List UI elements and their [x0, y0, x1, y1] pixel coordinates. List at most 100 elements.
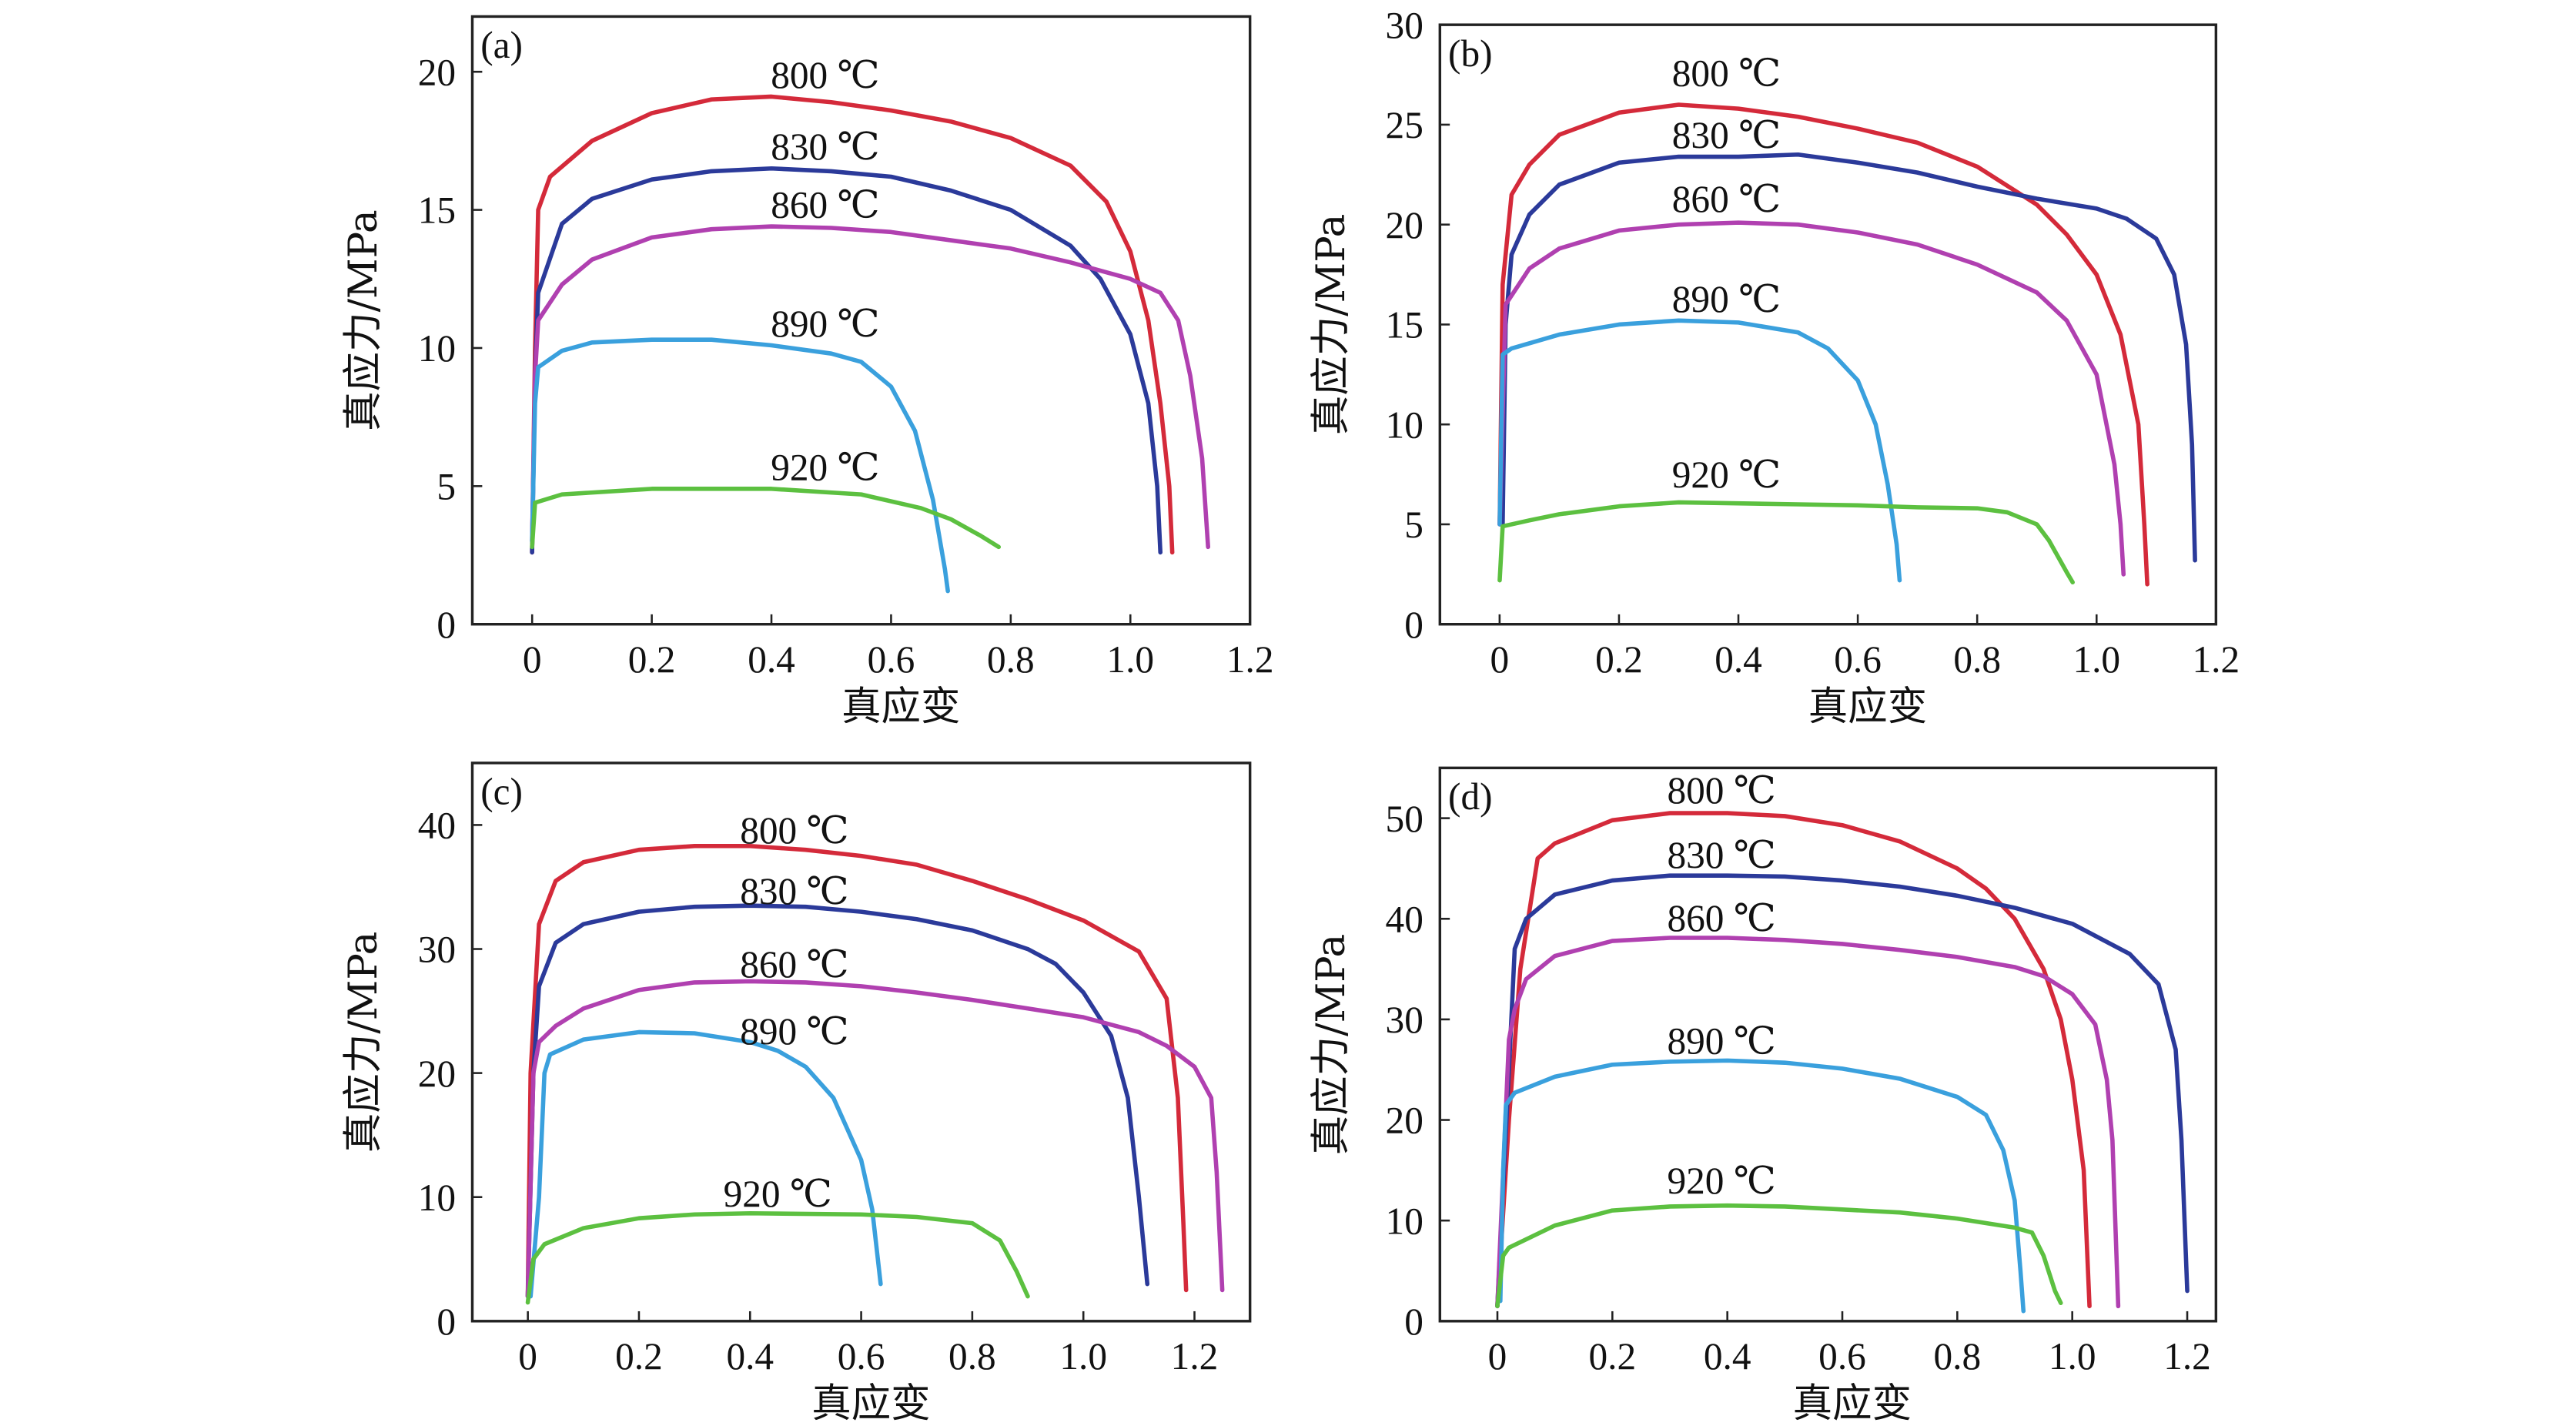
- plot-frame: [470, 762, 1252, 1323]
- x-tick-label: 1.0: [1106, 638, 1154, 681]
- series-label: 860 ℃: [1667, 897, 1775, 939]
- series-line-800: [1495, 811, 2092, 1309]
- y-tick-label: 30: [1386, 999, 1423, 1041]
- y-tick-label: 10: [418, 327, 456, 370]
- x-tick-label: 0.4: [748, 638, 795, 681]
- y-tick-label: 0: [437, 1300, 456, 1343]
- y-tick-label: 10: [1386, 1200, 1423, 1242]
- series-line-830: [1495, 873, 2190, 1309]
- y-tick-label: 15: [1386, 304, 1423, 346]
- series-line-920: [1495, 1203, 2063, 1309]
- series-line-860: [1495, 936, 2121, 1309]
- panel-label: (a): [480, 24, 523, 66]
- series-label: 800 ℃: [1667, 769, 1775, 812]
- x-tick-label: 1.2: [2163, 1335, 2211, 1377]
- plot-frame: [1438, 766, 2218, 1323]
- x-tick-label: 0.6: [1834, 638, 1882, 681]
- y-tick-label: 20: [1386, 204, 1423, 246]
- series-label: 890 ℃: [1672, 278, 1781, 320]
- series-line-800: [530, 94, 1175, 555]
- x-tick-label: 0.8: [987, 638, 1035, 681]
- y-axis-title: 真应力/MPa: [1308, 934, 1354, 1155]
- y-axis-title: 真应力/MPa: [340, 932, 386, 1153]
- x-axis-title: 真应变: [841, 684, 960, 730]
- series-label: 920 ℃: [771, 446, 879, 488]
- series-label: 920 ℃: [724, 1173, 832, 1215]
- x-tick-label: 0.6: [868, 638, 915, 681]
- x-tick-label: 0: [1488, 1335, 1507, 1377]
- x-tick-label: 0.2: [628, 638, 676, 681]
- x-tick-label: 0.4: [726, 1335, 774, 1377]
- chart-panel-a: 0 0.2 0.4 0.6 0.8 1.0 1.2 0 5 10 15 20 真应变 真应力/MPa (a)…: [340, 15, 1274, 730]
- x-tick-label: 0.8: [948, 1335, 996, 1377]
- series-label: 920 ℃: [1672, 454, 1781, 496]
- series-label: 890 ℃: [1667, 1019, 1775, 1062]
- x-axis-title: 真应变: [811, 1381, 930, 1426]
- y-tick-label: 20: [418, 1053, 456, 1095]
- series-line-800: [525, 843, 1189, 1299]
- x-axis-title: 真应变: [1808, 684, 1927, 730]
- series-label: 830 ℃: [740, 870, 848, 912]
- y-tick-label: 0: [437, 604, 456, 646]
- series-label: 860 ℃: [1672, 178, 1781, 220]
- x-tick-label: 0: [1490, 638, 1510, 681]
- chart-panel-b: 0 0.2 0.4 0.6 0.8 1.0 1.2 0 5 10 15 20 25 30 真应变 真应力/MP…: [1308, 4, 2240, 730]
- y-tick-label: 10: [418, 1177, 456, 1219]
- x-tick-label: 1.0: [2049, 1335, 2096, 1377]
- panel-label: (c): [480, 770, 523, 812]
- x-tick-label: 1.0: [2073, 638, 2120, 681]
- x-tick-label: 0.4: [1704, 1335, 1751, 1377]
- x-tick-label: 0.8: [1934, 1335, 1982, 1377]
- series-line-860: [530, 224, 1210, 550]
- series-line-800: [1497, 102, 2149, 587]
- series-line-830: [530, 166, 1163, 555]
- x-tick-label: 1.2: [2193, 638, 2240, 681]
- series-line-830: [1500, 152, 2197, 563]
- y-tick-label: 30: [418, 929, 456, 971]
- series-label: 800 ℃: [771, 54, 879, 96]
- series-label: 860 ℃: [771, 184, 879, 226]
- series-line-920: [530, 487, 1002, 550]
- chart-panel-c: 0 0.2 0.4 0.6 0.8 1.0 1.2 0 10 20 30 40 真应变 真应力/MPa (c…: [340, 762, 1252, 1426]
- series-label: 830 ℃: [1667, 834, 1775, 876]
- series-line-890: [1498, 1058, 2026, 1314]
- y-axis-title: 真应力/MPa: [1308, 214, 1354, 435]
- x-axis-title: 真应变: [1793, 1381, 1912, 1426]
- series-line-860: [1497, 220, 2126, 577]
- panel-label: (b): [1448, 32, 1492, 75]
- series-line-890: [530, 337, 950, 594]
- y-axis-title: 真应力/MPa: [340, 209, 386, 430]
- x-tick-label: 0.2: [1589, 1335, 1637, 1377]
- y-tick-label: 40: [1386, 898, 1423, 940]
- y-tick-label: 5: [1404, 504, 1423, 546]
- y-tick-label: 15: [418, 189, 456, 232]
- y-tick-label: 25: [1386, 104, 1423, 146]
- y-tick-label: 30: [1386, 4, 1423, 46]
- x-tick-label: 0.4: [1715, 638, 1762, 681]
- series-label: 830 ℃: [771, 126, 879, 168]
- y-tick-label: 50: [1386, 798, 1423, 840]
- chart-panel-d: 0 0.2 0.4 0.6 0.8 1.0 1.2 0 10 20 30 40 50 真应变 真应力/MPa…: [1308, 766, 2218, 1426]
- x-tick-label: 0.6: [838, 1335, 885, 1377]
- series-line-860: [525, 979, 1225, 1299]
- x-tick-label: 0: [518, 1335, 537, 1377]
- x-tick-label: 0.2: [1595, 638, 1643, 681]
- series-label: 890 ℃: [771, 303, 879, 345]
- x-tick-label: 0.6: [1818, 1335, 1866, 1377]
- x-tick-label: 0: [523, 638, 542, 681]
- plot-frame: [1438, 23, 2218, 626]
- y-tick-label: 5: [437, 465, 456, 507]
- series-label: 830 ℃: [1672, 114, 1781, 156]
- series-label: 920 ℃: [1667, 1160, 1775, 1202]
- y-tick-label: 40: [418, 805, 456, 847]
- plot-frame: [470, 15, 1252, 626]
- series-line-890: [1497, 318, 1902, 583]
- panel-label: (d): [1448, 775, 1492, 818]
- x-tick-label: 1.2: [1171, 1335, 1219, 1377]
- series-line-890: [528, 1029, 883, 1299]
- series-line-920: [1497, 500, 2075, 585]
- series-label: 860 ℃: [740, 943, 848, 986]
- x-tick-label: 1.2: [1226, 638, 1274, 681]
- series-label: 800 ℃: [740, 809, 848, 852]
